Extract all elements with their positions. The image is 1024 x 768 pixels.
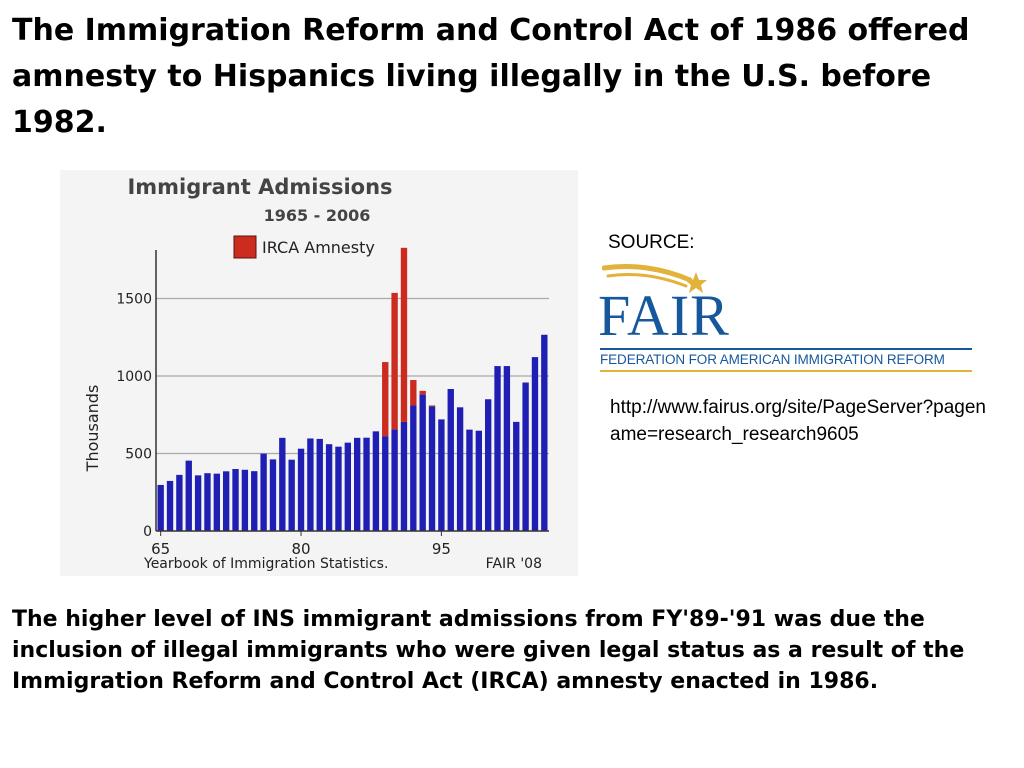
y-tick-label: 1500 <box>116 292 152 308</box>
bar-regular-1974 <box>241 469 249 531</box>
bar-regular-1970 <box>204 473 211 531</box>
source-label: SOURCE: <box>608 232 695 253</box>
bar-regular-1978 <box>279 437 286 531</box>
x-tick-label: 65 <box>151 540 170 558</box>
bar-regular-2004 <box>522 382 529 531</box>
bar-regular-1992 <box>410 405 417 531</box>
immigrant-admissions-chart: Immigrant Admissions 1965 - 2006 IRCA Am… <box>60 170 578 576</box>
bar-regular-1981 <box>307 438 314 531</box>
bar-regular-1986 <box>353 437 361 531</box>
gridlines <box>156 297 549 455</box>
bar-regular-1969 <box>194 475 202 531</box>
bar-regular-1982 <box>316 438 323 531</box>
y-tick-label: 500 <box>125 447 152 463</box>
bar-regular-1979 <box>288 459 295 531</box>
bar-regular-1984 <box>335 446 342 531</box>
bar-regular-1983 <box>325 444 333 531</box>
y-tick-label: 1000 <box>116 369 152 385</box>
axes: 0 500 1000 1500 65 80 95 <box>116 250 549 558</box>
fair-logo: FAIR FEDERATION FOR AMERICAN IMMIGRATION… <box>598 262 978 377</box>
bar-regular-2001 <box>494 366 501 531</box>
bar-regular-1999 <box>475 430 483 531</box>
slide-title: The Immigration Reform and Control Act o… <box>12 13 970 140</box>
bar-regular-1988 <box>372 431 380 531</box>
footnote-text: The higher level of INS immigrant admiss… <box>12 607 965 694</box>
logo-subtitle: FEDERATION FOR AMERICAN IMMIGRATION REFO… <box>600 352 945 367</box>
bar-regular-1976 <box>260 453 267 531</box>
bar-regular-1985 <box>344 442 352 531</box>
legend-swatch-amnesty <box>233 235 257 259</box>
bar-regular-1997 <box>456 407 464 531</box>
bar-amnesty-1992 <box>410 380 417 406</box>
bar-amnesty-1990 <box>391 292 398 430</box>
logo-divider-bottom <box>600 370 972 372</box>
bar-regular-1987 <box>363 437 370 531</box>
bar-regular-2003 <box>513 421 520 531</box>
logo-divider-top <box>600 348 972 350</box>
chart-note-source: Yearbook of Immigration Statistics. <box>143 556 388 572</box>
bar-regular-1998 <box>466 429 473 531</box>
bar-regular-1965 <box>157 484 164 531</box>
bar-regular-1967 <box>176 474 183 531</box>
chart-canvas: Immigrant Admissions 1965 - 2006 IRCA Am… <box>83 175 549 572</box>
bar-regular-1991 <box>400 421 408 531</box>
bar-regular-2002 <box>503 366 511 531</box>
bar-regular-1993 <box>419 394 426 531</box>
bar-amnesty-1989 <box>382 362 389 437</box>
y-tick-label: 0 <box>143 524 152 540</box>
bar-regular-2006 <box>541 334 548 531</box>
bar-amnesty-1991 <box>400 247 408 422</box>
bar-regular-2005 <box>531 357 539 531</box>
legend-label-amnesty: IRCA Amnesty <box>262 238 375 257</box>
bar-regular-1968 <box>185 460 192 531</box>
bar-regular-2000 <box>484 399 492 531</box>
bar-regular-1973 <box>232 469 239 531</box>
bar-regular-1972 <box>222 471 230 531</box>
bar-regular-1966 <box>166 480 174 531</box>
logo-wordmark: FAIR <box>598 283 730 348</box>
bar-regular-1975 <box>251 471 258 531</box>
chart-note-credit: FAIR '08 <box>486 556 542 572</box>
bar-regular-1971 <box>213 473 221 531</box>
y-axis-label: Thousands <box>83 385 102 473</box>
bar-regular-1994 <box>428 406 436 531</box>
bar-regular-1989 <box>382 436 389 531</box>
x-tick-label: 80 <box>291 540 310 558</box>
bar-regular-1996 <box>447 389 454 531</box>
bar-regular-1980 <box>297 448 305 531</box>
chart-subtitle: 1965 - 2006 <box>264 206 371 225</box>
logo-swoosh-icon <box>602 264 707 293</box>
x-tick-label: 95 <box>432 540 451 558</box>
bars <box>157 247 548 531</box>
source-url[interactable]: http://www.fairus.org/site/PageServer?pa… <box>610 397 986 445</box>
bar-amnesty-1993 <box>419 390 426 395</box>
chart-title: Immigrant Admissions <box>127 175 392 199</box>
bar-amnesty-1994 <box>428 405 436 407</box>
bar-regular-1990 <box>391 429 398 531</box>
bar-regular-1995 <box>438 419 445 531</box>
bar-regular-1977 <box>269 459 277 531</box>
